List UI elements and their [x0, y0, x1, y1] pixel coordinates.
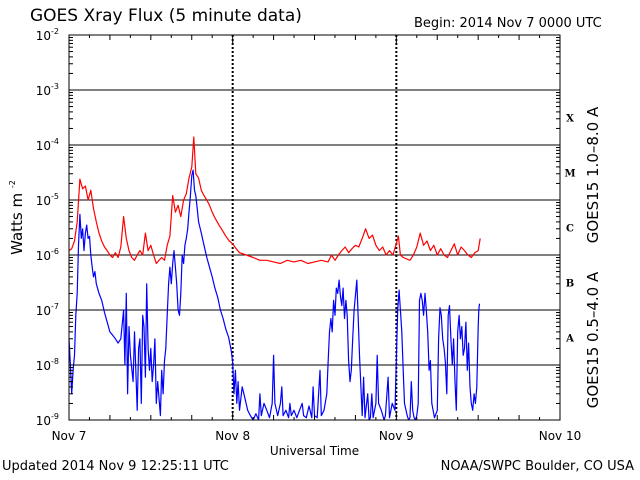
series-line-0 [68, 136, 481, 265]
y-tick-label: 10-3 [36, 82, 59, 98]
y-tick-label: 10-6 [36, 247, 59, 263]
flare-class-label: C [566, 224, 574, 235]
flare-class-label: A [565, 334, 574, 345]
series-line-1 [68, 169, 481, 421]
y-axis-ticks: 10-9 10-8 10-7 10-6 10-5 10-4 10-3 10-2 [36, 27, 560, 428]
legend-entry-1: GOES15 0.5–4.0 A [584, 271, 602, 408]
flare-class-label: B [566, 279, 574, 290]
x-tick-label: Nov 10 [539, 429, 582, 443]
legend: GOES15 1.0–8.0 A GOES15 0.5–4.0 A [584, 106, 602, 408]
y-tick-label: 10-8 [36, 357, 59, 373]
y-tick-label: 10-5 [36, 192, 59, 208]
credit-line: NOAA/SWPC Boulder, CO USA [440, 459, 634, 474]
x-tick-label: Nov 8 [215, 429, 250, 443]
grid [69, 34, 560, 421]
y-tick-label: 10-2 [36, 27, 59, 43]
plot-frame [68, 34, 561, 421]
y-tick-label: 10-4 [36, 137, 59, 153]
flare-class-labels: A B C M X [564, 114, 575, 345]
x-tick-label: Nov 7 [52, 429, 87, 443]
x-tick-label: Nov 9 [379, 429, 414, 443]
flare-class-label: X [566, 114, 574, 125]
y-tick-label: 10-9 [36, 412, 59, 428]
updated-timestamp: Updated 2014 Nov 9 12:25:11 UTC [2, 459, 229, 474]
y-axis-label: Watts m -2 [8, 180, 26, 255]
series-lines [68, 136, 481, 421]
begin-time: Begin: 2014 Nov 7 0000 UTC [414, 16, 602, 31]
y-tick-label: 10-7 [36, 302, 59, 318]
x-axis-label: Universal Time [270, 444, 359, 458]
flare-class-label: M [564, 169, 575, 180]
legend-entry-0: GOES15 1.0–8.0 A [584, 106, 602, 243]
x-axis-ticks: Nov 7 Nov 8 Nov 9 Nov 10 [52, 35, 582, 443]
chart-title: GOES Xray Flux (5 minute data) [30, 6, 302, 26]
